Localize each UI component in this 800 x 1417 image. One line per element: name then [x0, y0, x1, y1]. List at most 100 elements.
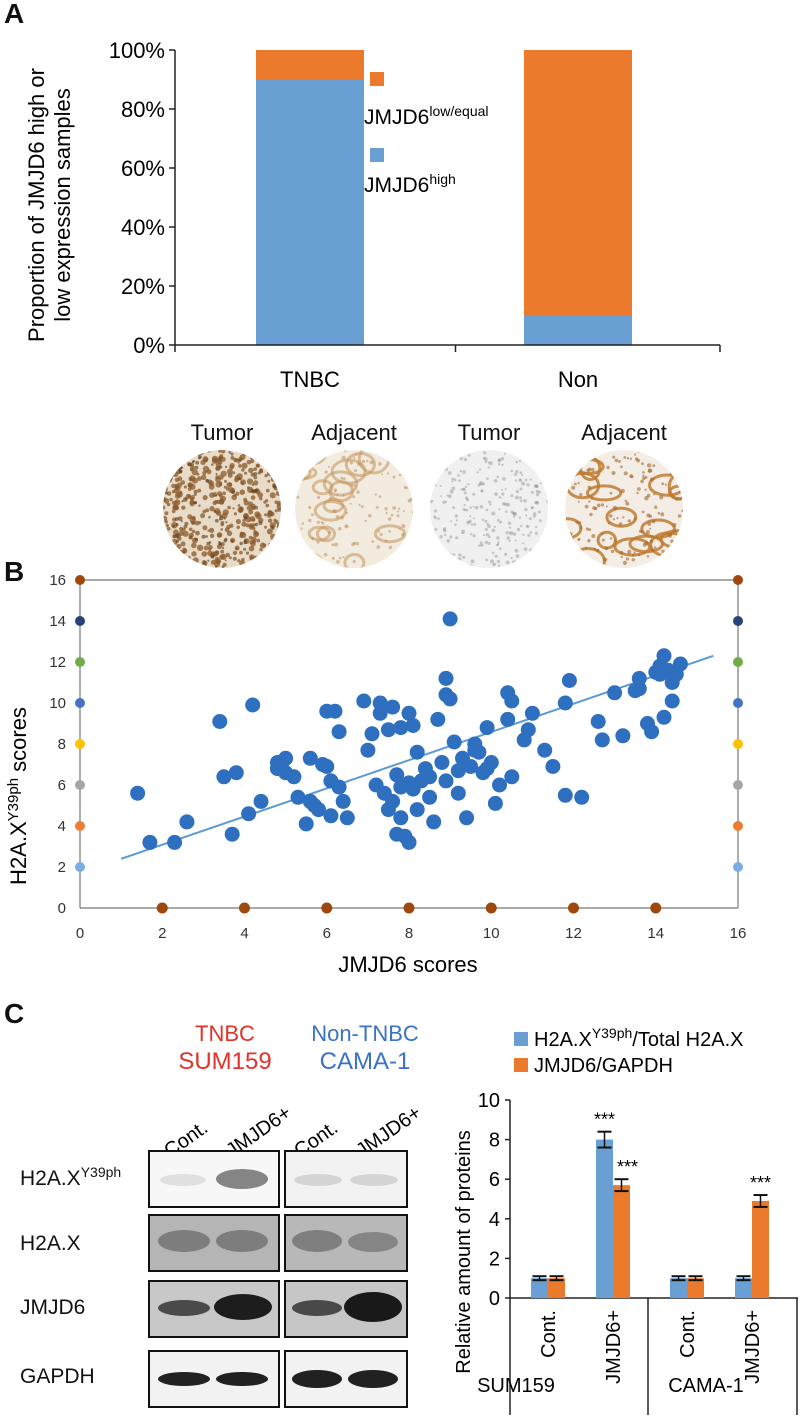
ihc-cell [353, 456, 356, 459]
ihc-cell [510, 494, 514, 498]
ihc-cell [603, 557, 608, 562]
ihc-cell [589, 512, 593, 517]
ihc-cell [237, 506, 244, 513]
ihc-cell [265, 488, 270, 493]
ihc-cell [272, 475, 277, 480]
ihc-cell [442, 527, 447, 531]
ihc-cell [177, 516, 183, 521]
ihc-gland [322, 470, 359, 497]
ihc-cell [170, 450, 176, 455]
ihc-cell [605, 505, 608, 508]
ihc-cell [435, 484, 438, 487]
ihc-cell [231, 539, 234, 543]
ihc-cell [515, 554, 520, 558]
ihc-cell [219, 483, 223, 487]
ihc-cell [638, 529, 642, 533]
ihc-cell [171, 500, 176, 505]
chart-b-y-marker-left [75, 780, 85, 790]
ihc-cell [530, 491, 534, 494]
ihc-cell [409, 562, 412, 565]
ihc-cell [237, 559, 241, 563]
ihc-cell [470, 533, 473, 536]
ihc-gland [298, 450, 328, 466]
ihc-gland [640, 518, 676, 539]
ihc-cell [336, 493, 339, 496]
ihc-cell [443, 528, 447, 533]
ihc-cell [601, 538, 605, 542]
blot-row-label-2: H2A.X [20, 1232, 81, 1255]
ihc-cell [191, 469, 198, 476]
ihc-cell [468, 454, 471, 457]
legend-label-jmjd6: JMJD6/GAPDH [534, 1055, 673, 1077]
scatter-point [450, 763, 466, 779]
ihc-cell [201, 534, 206, 539]
ihc-cell [674, 565, 678, 568]
ihc-cell [222, 562, 227, 567]
ihc-cell [500, 456, 505, 461]
scatter-point [409, 802, 425, 818]
ihc-cell [641, 510, 645, 514]
chart-c-ytick-label: 8 [489, 1130, 500, 1152]
ihc-cell [496, 536, 500, 540]
ihc-cell [483, 451, 487, 455]
scatter-point [442, 691, 458, 707]
ihc-cell [518, 478, 522, 482]
scatter-point [380, 722, 396, 738]
ihc-cell [166, 526, 171, 531]
ihc-cell [211, 455, 219, 463]
ihc-cell [469, 506, 472, 509]
ihc-cell [407, 545, 410, 548]
ihc-cell [473, 522, 477, 526]
ihc-cell [520, 524, 523, 528]
ihc-cell [596, 503, 601, 508]
ihc-cell [491, 511, 496, 516]
ihc-cell [342, 556, 345, 559]
ihc-cell [295, 450, 297, 454]
ihc-cell [504, 487, 507, 490]
ihc-cell [521, 473, 524, 476]
ihc-cell [508, 526, 512, 529]
ihc-cell [165, 489, 168, 492]
ihc-cell [197, 488, 202, 493]
ihc-cell [681, 509, 683, 512]
ihc-cell [580, 451, 583, 454]
ihc-cell [246, 478, 254, 485]
ihc-cell [504, 552, 508, 556]
ihc-cell [168, 451, 173, 456]
ihc-cell [669, 466, 673, 470]
ihc-cell [534, 484, 539, 488]
ihc-cell [580, 451, 583, 454]
ihc-cell [482, 533, 486, 537]
ihc-cell [571, 537, 574, 540]
ihc-cell [590, 497, 593, 500]
ihc-label-3: Tumor [457, 420, 521, 445]
ihc-cell [661, 549, 665, 554]
ihc-cell [649, 527, 652, 530]
ihc-cell [567, 548, 570, 551]
ihc-cell [193, 493, 197, 496]
ihc-cell [604, 546, 609, 551]
ihc-cell [216, 499, 221, 505]
ihc-cell [198, 504, 201, 507]
chart-c-group-cama1: CAMA-1 [668, 1375, 744, 1397]
ihc-cell [464, 485, 468, 489]
ihc-cell [525, 458, 529, 462]
ihc-cell [498, 459, 502, 462]
ihc-cell [163, 505, 166, 510]
ihc-cell [410, 486, 413, 490]
chart-a-ylabel: Proportion of JMJD6 high or low expressi… [24, 68, 75, 342]
ihc-cell [203, 457, 209, 463]
scatter-point [479, 720, 495, 736]
ihc-cell [401, 524, 406, 528]
ihc-cell [202, 509, 207, 514]
chart-b-x-marker [403, 902, 415, 914]
ihc-cell [573, 482, 577, 486]
ihc-cell [590, 467, 595, 472]
ihc-cell [321, 521, 325, 525]
ihc-cell [328, 465, 330, 468]
ihc-cell [390, 513, 394, 517]
scatter-point [442, 611, 458, 627]
ihc-cell [459, 456, 464, 461]
ihc-cell [515, 470, 519, 474]
ihc-cell [522, 533, 525, 536]
